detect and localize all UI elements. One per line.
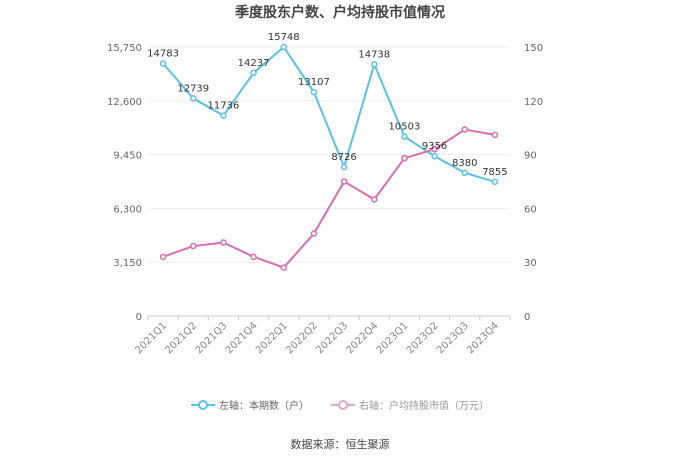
series-lines [162, 45, 496, 269]
right-axis-tick-label: 30 [524, 258, 537, 269]
data-point-1 [491, 131, 499, 139]
data-point-1 [280, 264, 287, 271]
x-axis-tick-label: 2022Q1 [254, 320, 290, 356]
right-axis-tick-label: 120 [524, 97, 543, 108]
data-label: 14738 [358, 49, 390, 60]
data-point-1 [340, 178, 348, 185]
series-line-0 [162, 45, 496, 183]
data-point-0 [371, 61, 378, 68]
data-point-0 [280, 43, 287, 51]
chart-title: 季度股东户数、户均持股市值情况 [235, 5, 445, 21]
x-axis-tick-label: 2021Q3 [194, 320, 230, 356]
series-points [159, 43, 499, 271]
data-point-0 [461, 169, 468, 177]
x-axis-tick-label: 2021Q2 [164, 320, 200, 356]
right-axis-tick-label: 0 [524, 312, 530, 323]
data-point-0 [159, 60, 167, 67]
data-point-1 [190, 242, 197, 250]
x-axis-tick-label: 2023Q3 [435, 320, 471, 356]
data-label: 8726 [331, 152, 356, 163]
x-axis-tick-label: 2021Q4 [224, 320, 260, 356]
data-point-1 [220, 239, 227, 246]
left-axis-tick-label: 9,450 [113, 151, 142, 162]
left-axis-tick-label: 15,750 [107, 43, 142, 54]
data-point-0 [401, 133, 408, 140]
right-axis-tick-label: 90 [524, 151, 537, 162]
data-point-0 [340, 163, 348, 171]
data-point-1 [401, 154, 408, 162]
legend-line-circle-icon [191, 399, 215, 410]
legend-item-left-series[interactable]: 左轴：本期数（户） [191, 397, 309, 412]
x-axis-tick-label: 2022Q3 [314, 320, 350, 356]
data-point-0 [310, 88, 318, 96]
axes: 0 0 3,150 30 6,300 60 9,450 90 12,600 120 15,750 15… [107, 43, 543, 356]
legend: 左轴：本期数（户） 右轴：户均持股市值（万元） [0, 397, 680, 412]
data-point-1 [461, 126, 468, 133]
data-point-1 [250, 253, 257, 261]
data-point-0 [491, 178, 499, 186]
legend-label-right-series: 右轴：户均持股市值（万元） [359, 401, 489, 412]
data-label: 8380 [452, 158, 477, 169]
x-axis-tick-label: 2023Q4 [465, 320, 501, 356]
legend-item-right-series[interactable]: 右轴：户均持股市值（万元） [331, 397, 489, 412]
data-labels: 14783 12739 11736 14237 15748 13107 8726 14738 1… [147, 32, 507, 178]
data-point-0 [220, 112, 227, 119]
x-axis-tick-label: 2022Q4 [345, 320, 381, 356]
data-point-0 [190, 95, 197, 102]
data-point-0 [250, 69, 257, 77]
x-axis-tick-label: 2023Q2 [405, 320, 441, 356]
left-axis-tick-label: 3,150 [113, 258, 142, 269]
left-axis-tick-label: 12,600 [107, 97, 142, 108]
data-point-1 [371, 196, 378, 203]
data-label: 7855 [482, 167, 507, 178]
left-axis-tick-label: 0 [136, 312, 142, 323]
data-point-1 [431, 145, 438, 153]
legend-label-left-series: 左轴：本期数（户） [219, 401, 309, 412]
x-axis-tick-label: 2023Q1 [375, 320, 411, 356]
x-axis-tick-label: 2021Q1 [133, 320, 169, 356]
data-label: 14237 [238, 58, 270, 69]
left-axis-tick-label: 6,300 [113, 204, 142, 215]
data-source: 数据来源：恒生聚源 [290, 438, 390, 451]
data-label: 12739 [177, 83, 209, 94]
right-axis-tick-label: 60 [524, 204, 537, 215]
data-point-1 [310, 230, 318, 237]
data-point-0 [431, 152, 438, 160]
right-axis-tick-label: 150 [524, 43, 543, 54]
legend-line-circle-icon [331, 399, 355, 410]
data-point-1 [159, 253, 167, 261]
data-label: 14783 [147, 49, 179, 60]
data-label: 13107 [298, 77, 330, 88]
x-axis-tick-label: 2022Q2 [284, 320, 320, 356]
series-line-1 [162, 128, 496, 269]
data-label: 9356 [422, 141, 447, 152]
data-label: 10503 [389, 122, 421, 133]
data-label: 11736 [208, 101, 240, 112]
data-label: 15748 [268, 32, 300, 43]
